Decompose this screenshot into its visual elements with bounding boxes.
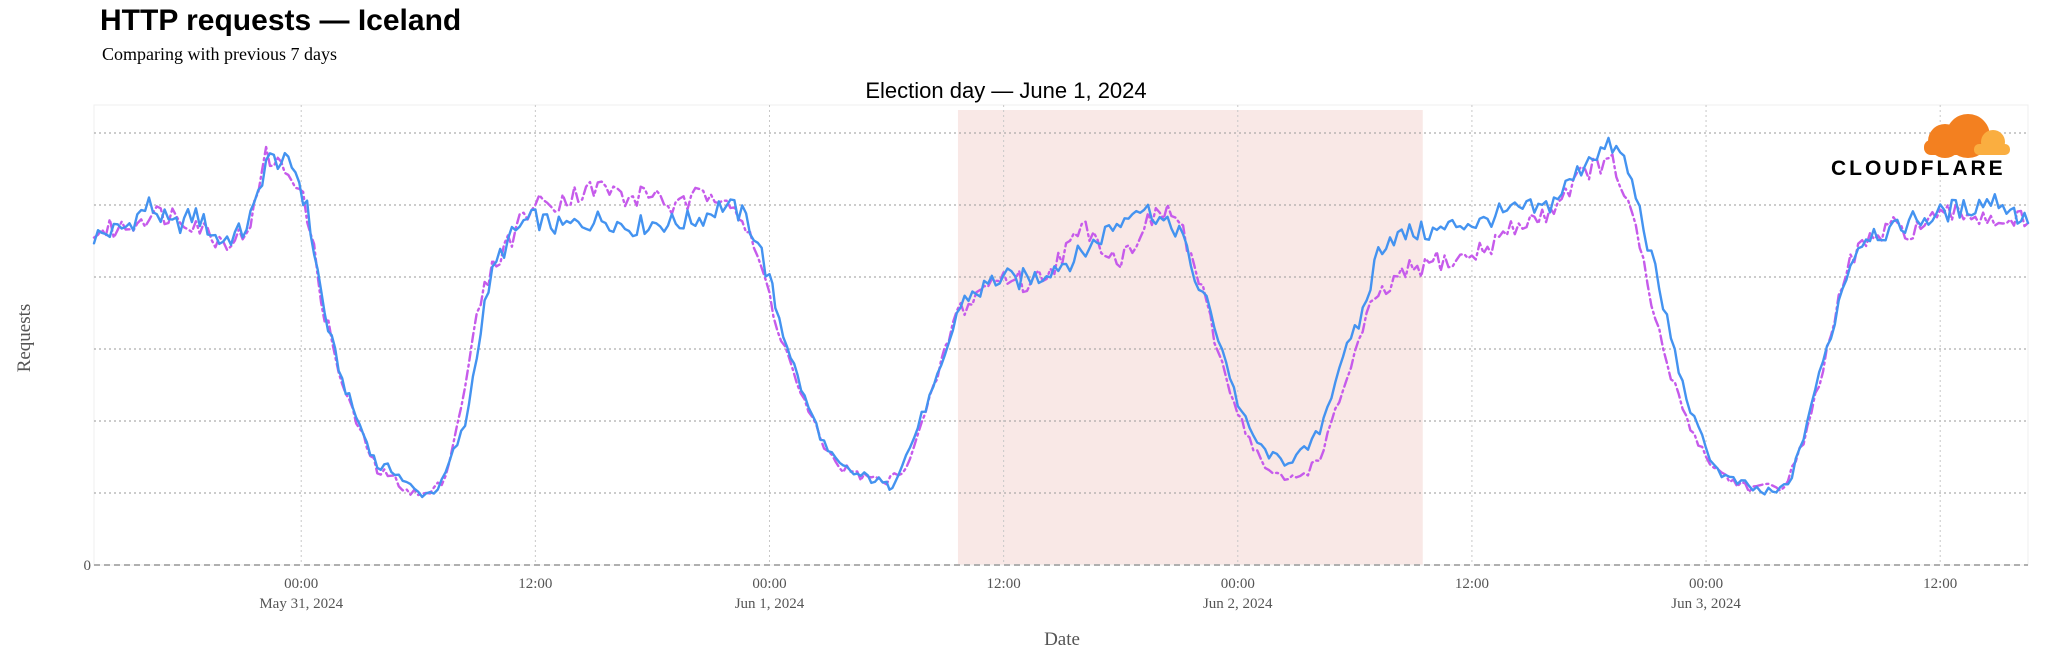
chart-subtitle: Comparing with previous 7 days bbox=[102, 44, 337, 64]
previous-7-days-series-line bbox=[92, 145, 2030, 497]
cloud-icon bbox=[1924, 114, 2010, 158]
chart-title: HTTP requests — Iceland bbox=[100, 4, 462, 37]
x-tick-time-label: 12:00 bbox=[987, 576, 1021, 592]
x-tick-time-label: 00:00 bbox=[1221, 576, 1255, 592]
cloudflare-wordmark: CLOUDFLARE bbox=[1831, 157, 2006, 180]
y-axis-label: Requests bbox=[14, 304, 35, 373]
x-tick-date-label: Jun 2, 2024 bbox=[1203, 596, 1273, 612]
x-tick-date-label: Jun 1, 2024 bbox=[735, 596, 805, 612]
x-axis-label: Date bbox=[1044, 629, 1080, 650]
x-tick-time-label: 00:00 bbox=[752, 576, 786, 592]
cloudflare-logo: CLOUDFLARE bbox=[1831, 114, 2010, 180]
election-day-annotation: Election day — June 1, 2024 bbox=[865, 78, 1146, 103]
x-tick-time-label: 00:00 bbox=[1689, 576, 1723, 592]
x-tick-time-label: 00:00 bbox=[284, 576, 318, 592]
current-series-line bbox=[92, 136, 2030, 499]
x-tick-date-label: Jun 3, 2024 bbox=[1671, 596, 1741, 612]
election-day-highlight bbox=[957, 110, 1423, 565]
y-tick-label: 0 bbox=[84, 558, 92, 574]
x-tick-time-label: 12:00 bbox=[1455, 576, 1489, 592]
x-tick-time-label: 12:00 bbox=[1923, 576, 1957, 592]
plot-frame bbox=[93, 104, 2029, 566]
x-tick-time-label: 12:00 bbox=[518, 576, 552, 592]
x-tick-date-label: May 31, 2024 bbox=[259, 596, 343, 612]
